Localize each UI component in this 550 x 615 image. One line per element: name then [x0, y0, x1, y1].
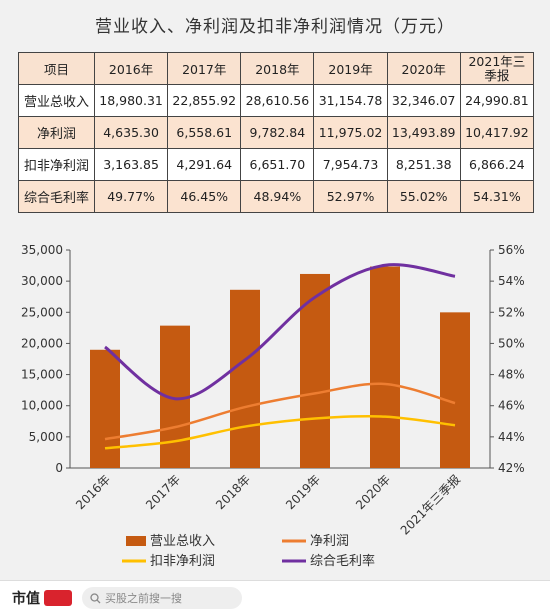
x-tick-label: 2016年	[73, 472, 113, 512]
right-tick-label: 48%	[498, 368, 525, 382]
bar-5	[440, 312, 470, 468]
series-line-2	[104, 414, 456, 450]
table-cell: 8,251.38	[386, 148, 461, 181]
table-row: 营业总收入 18,980.31 22,855.92 28,610.56 31,154.7…	[18, 84, 535, 117]
table-cell: 55.02%	[386, 180, 461, 213]
page-title: 营业收入、净利润及扣非净利润情况（万元）	[95, 17, 455, 37]
footer-bar: 市值 买股之前搜一搜	[0, 580, 550, 615]
table-cell: 6,866.24	[459, 148, 535, 181]
legend-label-2: 扣非净利润	[150, 554, 215, 569]
x-tick-label: 2017年	[143, 472, 183, 512]
table-cell: 3,163.85	[93, 148, 169, 181]
legend-label-1: 净利润	[310, 534, 349, 549]
right-tick-label: 56%	[498, 243, 525, 257]
combo-chart: 0 5,000 10,000 15,000 20,000 25,000 30,000 35,0…	[21, 243, 525, 569]
table-header-cell: 2016年	[93, 52, 169, 85]
table-header-row: 项目 2016年 2017年 2018年 2019年 2020年 2021年三季报	[18, 52, 535, 85]
table-header-cell: 2019年	[313, 52, 388, 85]
table-cell: 18,980.31	[93, 84, 169, 117]
brand-logo: 市值	[12, 588, 72, 608]
table-row-label: 营业总收入	[18, 84, 95, 117]
financial-table: 项目 2016年 2017年 2018年 2019年 2020年 2021年三季报 营业总收入…	[18, 52, 535, 213]
right-tick-label: 54%	[498, 274, 525, 288]
table-cell: 49.77%	[93, 180, 169, 213]
right-tick-label: 50%	[498, 336, 525, 350]
table-cell: 24,990.81	[459, 84, 535, 117]
left-tick-label: 20,000	[21, 336, 63, 350]
legend-swatch-0	[126, 536, 146, 546]
left-tick-label: 15,000	[21, 368, 63, 382]
table-cell: 4,291.64	[167, 148, 242, 181]
table-header-cell: 2021年三季报	[459, 52, 535, 85]
right-tick-label: 44%	[498, 430, 525, 444]
table-header-cell: 2020年	[386, 52, 461, 85]
left-tick-label: 25,000	[21, 305, 63, 319]
table-cell: 6,558.61	[167, 116, 242, 149]
brand-name: 市值	[12, 591, 40, 607]
table-row: 综合毛利率 49.77% 46.45% 48.94% 52.97% 55.02% 54.31…	[18, 180, 535, 213]
bar-4	[370, 266, 400, 468]
table-row-label: 综合毛利率	[18, 180, 95, 213]
x-tick-label: 2021年三季报	[397, 472, 463, 538]
series-line-3	[104, 263, 456, 401]
table-cell: 7,954.73	[313, 148, 388, 181]
left-tick-label: 35,000	[21, 243, 63, 257]
table-row: 扣非净利润 3,163.85 4,291.64 6,651.70 7,954.73 8,2…	[18, 148, 535, 181]
right-tick-label: 42%	[498, 461, 525, 475]
legend-label-0: 营业总收入	[150, 534, 215, 549]
search-icon	[90, 592, 101, 603]
table-cell: 32,346.07	[386, 84, 461, 117]
legend-label-3: 综合毛利率	[310, 553, 375, 569]
table-cell: 46.45%	[167, 180, 242, 213]
table-row-label: 扣非净利润	[18, 148, 95, 181]
right-tick-label: 46%	[498, 399, 525, 413]
table-cell: 48.94%	[240, 180, 315, 213]
table-cell: 31,154.78	[313, 84, 388, 117]
table-header-cell: 2018年	[240, 52, 315, 85]
table-row-label: 净利润	[18, 116, 95, 149]
left-tick-label: 0	[55, 461, 63, 475]
table-cell: 4,635.30	[93, 116, 169, 149]
left-tick-label: 10,000	[21, 399, 63, 413]
left-tick-label: 5,000	[29, 430, 63, 444]
right-tick-label: 52%	[498, 305, 525, 319]
table-cell: 11,975.02	[313, 116, 388, 149]
x-tick-label: 2018年	[213, 472, 253, 512]
table-cell: 6,651.70	[240, 148, 315, 181]
search-box[interactable]: 买股之前搜一搜	[82, 587, 242, 609]
table-cell: 54.31%	[459, 180, 535, 213]
bar-0	[90, 349, 120, 468]
table-cell: 52.97%	[313, 180, 388, 213]
left-tick-label: 30,000	[21, 274, 63, 288]
table-header-cell: 2017年	[167, 52, 242, 85]
table-cell: 28,610.56	[240, 84, 315, 117]
table-cell: 22,855.92	[167, 84, 242, 117]
x-tick-label: 2019年	[283, 472, 323, 512]
table-row: 净利润 4,635.30 6,558.61 9,782.84 11,975.02 13,4…	[18, 116, 535, 149]
x-tick-label: 2020年	[353, 472, 393, 512]
brand-mark-icon	[44, 590, 72, 606]
series-line-1	[104, 382, 456, 441]
table-cell: 10,417.92	[459, 116, 535, 149]
table-cell: 9,782.84	[240, 116, 315, 149]
search-placeholder: 买股之前搜一搜	[105, 592, 182, 605]
table-header-cell: 项目	[18, 52, 95, 85]
table-cell: 13,493.89	[386, 116, 461, 149]
bar-3	[300, 273, 330, 468]
bar-2	[230, 289, 260, 468]
